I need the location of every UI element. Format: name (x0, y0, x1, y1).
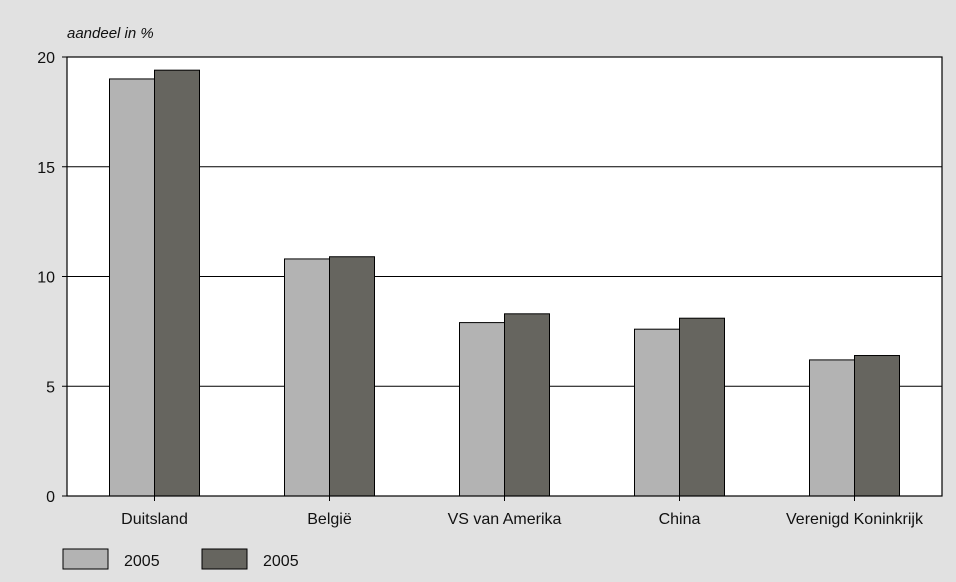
legend-swatch-2 (201, 548, 248, 570)
x-axis-ticks: Duitsland België VS van Amerika China Vereni… (121, 496, 924, 528)
bars (109, 69, 900, 497)
y-axis-label: aandeel in % (67, 25, 154, 42)
bar-series-1-5 (809, 359, 855, 497)
x-tick-label: Duitsland (121, 511, 188, 528)
bar-series-2-4 (679, 317, 725, 497)
legend-label-1: 2005 (124, 553, 160, 570)
y-tick-label: 15 (37, 160, 55, 177)
x-tick-label: VS van Amerika (448, 511, 562, 528)
legend-swatch-1 (62, 548, 109, 570)
bar-series-2-1 (154, 69, 200, 497)
y-axis-ticks: 0 5 10 15 20 (37, 50, 67, 506)
x-tick-label: Verenigd Koninkrijk (786, 511, 924, 528)
bar-series-1-1 (109, 78, 155, 497)
bar-series-1-4 (634, 328, 680, 497)
bar-series-2-3 (504, 313, 550, 497)
x-tick-label: China (659, 511, 701, 528)
bar-series-2-5 (854, 355, 900, 497)
y-tick-label: 5 (46, 379, 55, 396)
bar-series-1-2 (284, 258, 330, 497)
bar-series-1-3 (459, 322, 505, 497)
legend: 2005 2005 (62, 548, 299, 570)
x-tick-label: België (307, 511, 352, 528)
y-tick-label: 0 (46, 489, 55, 506)
y-tick-label: 20 (37, 50, 55, 67)
legend-label-2: 2005 (263, 553, 299, 570)
y-tick-label: 10 (37, 270, 55, 287)
bar-series-2-2 (329, 256, 375, 497)
